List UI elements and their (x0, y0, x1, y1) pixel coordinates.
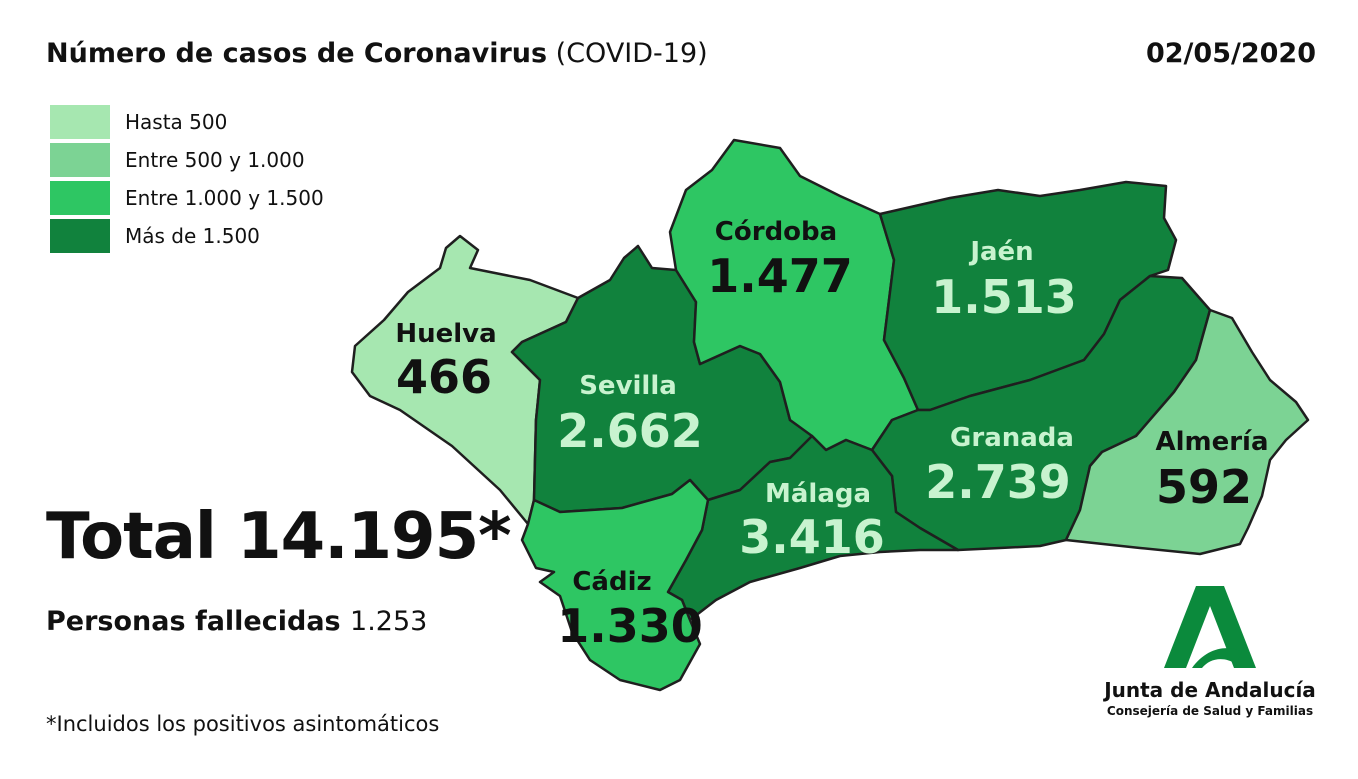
junta-logo: Junta de Andalucía Consejería de Salud y… (1100, 582, 1320, 718)
map-title: Número de casos de Coronavirus (COVID-19… (46, 38, 708, 69)
logo-dept-name: Consejería de Salud y Familias (1106, 704, 1314, 718)
junta-a-icon (1164, 586, 1256, 668)
report-date: 02/05/2020 (1145, 38, 1316, 69)
label-jaen-name: Jaén (968, 237, 1033, 267)
legend-label: Hasta 500 (125, 110, 228, 134)
footnote: *Incluidos los positivos asintomáticos (46, 712, 440, 736)
label-malaga-name: Málaga (765, 479, 871, 509)
legend-item: Entre 500 y 1.000 (50, 143, 324, 177)
label-huelva-cases: 466 (396, 350, 492, 404)
label-granada-name: Granada (950, 423, 1074, 453)
legend-swatch (50, 143, 110, 177)
label-sevilla-name: Sevilla (579, 371, 677, 401)
deaths-label: Personas fallecidas (46, 606, 341, 637)
legend-swatch (50, 181, 110, 215)
deaths-line: Personas fallecidas 1.253 (46, 606, 427, 637)
legend-swatch (50, 105, 110, 139)
label-cadiz-name: Cádiz (572, 567, 651, 597)
label-sevilla-cases: 2.662 (557, 404, 703, 458)
legend-label: Entre 1.000 y 1.500 (125, 186, 324, 210)
title-sub: (COVID-19) (555, 38, 708, 69)
label-almeria-cases: 592 (1156, 460, 1252, 514)
label-almeria-name: Almería (1155, 427, 1268, 457)
label-malaga-cases: 3.416 (739, 510, 885, 564)
legend-label: Entre 500 y 1.000 (125, 148, 305, 172)
label-granada-cases: 2.739 (925, 455, 1071, 509)
legend-label: Más de 1.500 (125, 224, 260, 248)
legend-item: Hasta 500 (50, 105, 324, 139)
legend-item: Más de 1.500 (50, 219, 324, 253)
label-cordoba-cases: 1.477 (707, 249, 853, 303)
title-main: Número de casos de Coronavirus (46, 38, 548, 69)
province-malaga[interactable] (666, 434, 960, 622)
logo-org-name: Junta de Andalucía (1104, 678, 1316, 702)
province-cadiz[interactable] (520, 478, 710, 692)
legend: Hasta 500 Entre 500 y 1.000 Entre 1.000 … (50, 105, 324, 258)
label-cordoba-name: Córdoba (715, 217, 837, 247)
province-almeria[interactable] (1064, 308, 1310, 556)
deaths-value: 1.253 (350, 606, 428, 637)
total-cases: Total 14.195* (46, 500, 512, 574)
legend-item: Entre 1.000 y 1.500 (50, 181, 324, 215)
label-cadiz-cases: 1.330 (557, 599, 703, 653)
legend-swatch (50, 219, 110, 253)
label-jaen-cases: 1.513 (931, 270, 1077, 324)
label-huelva-name: Huelva (395, 319, 496, 349)
